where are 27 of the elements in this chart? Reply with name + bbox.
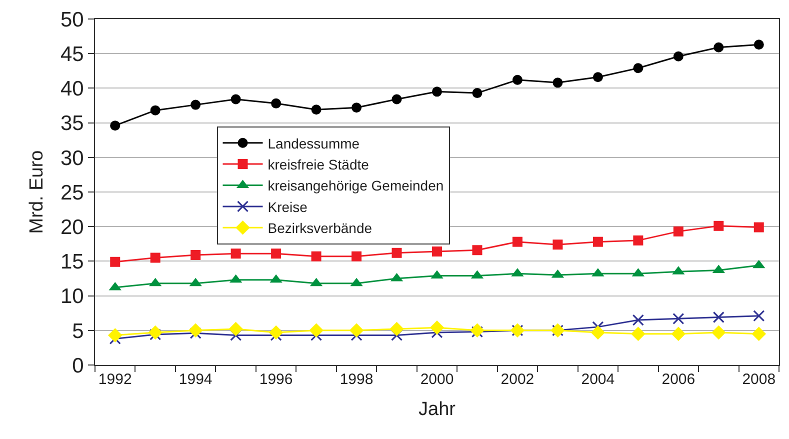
y-tick-label: 0 — [72, 354, 84, 378]
x-tick-label: 2006 — [662, 371, 696, 388]
y-tick-label: 20 — [60, 216, 84, 239]
y-tick-label: 10 — [60, 285, 84, 308]
y-tick-label: 50 — [60, 8, 84, 32]
legend-label: Bezirksverbände — [268, 220, 372, 236]
legend-label: kreisangehörige Gemeinden — [268, 178, 444, 194]
x-tick-label: 1992 — [98, 371, 132, 388]
x-axis-title: Jahr — [418, 398, 456, 420]
y-tick-label: 40 — [60, 78, 84, 101]
x-tick-label: 1994 — [178, 371, 212, 388]
y-axis-title: Mrd. Euro — [26, 150, 48, 234]
x-tick-label: 2000 — [420, 371, 454, 388]
y-tick-label: 15 — [60, 250, 84, 274]
y-tick-label: 45 — [60, 42, 84, 66]
x-tick-label: 2008 — [742, 371, 776, 388]
x-tick-label: 2004 — [581, 371, 615, 388]
legend-label: Kreise — [268, 198, 308, 215]
legend-label: Landessumme — [268, 135, 360, 152]
y-tick-label: 5 — [72, 320, 84, 343]
x-tick-label: 1998 — [340, 371, 374, 388]
y-tick-label: 30 — [60, 146, 84, 170]
x-tick-label: 1996 — [259, 371, 293, 388]
legend-label: kreisfreie Städte — [268, 156, 370, 173]
x-tick-label: 2002 — [500, 371, 534, 388]
y-tick-label: 25 — [60, 181, 84, 204]
y-tick-label: 35 — [60, 112, 84, 136]
